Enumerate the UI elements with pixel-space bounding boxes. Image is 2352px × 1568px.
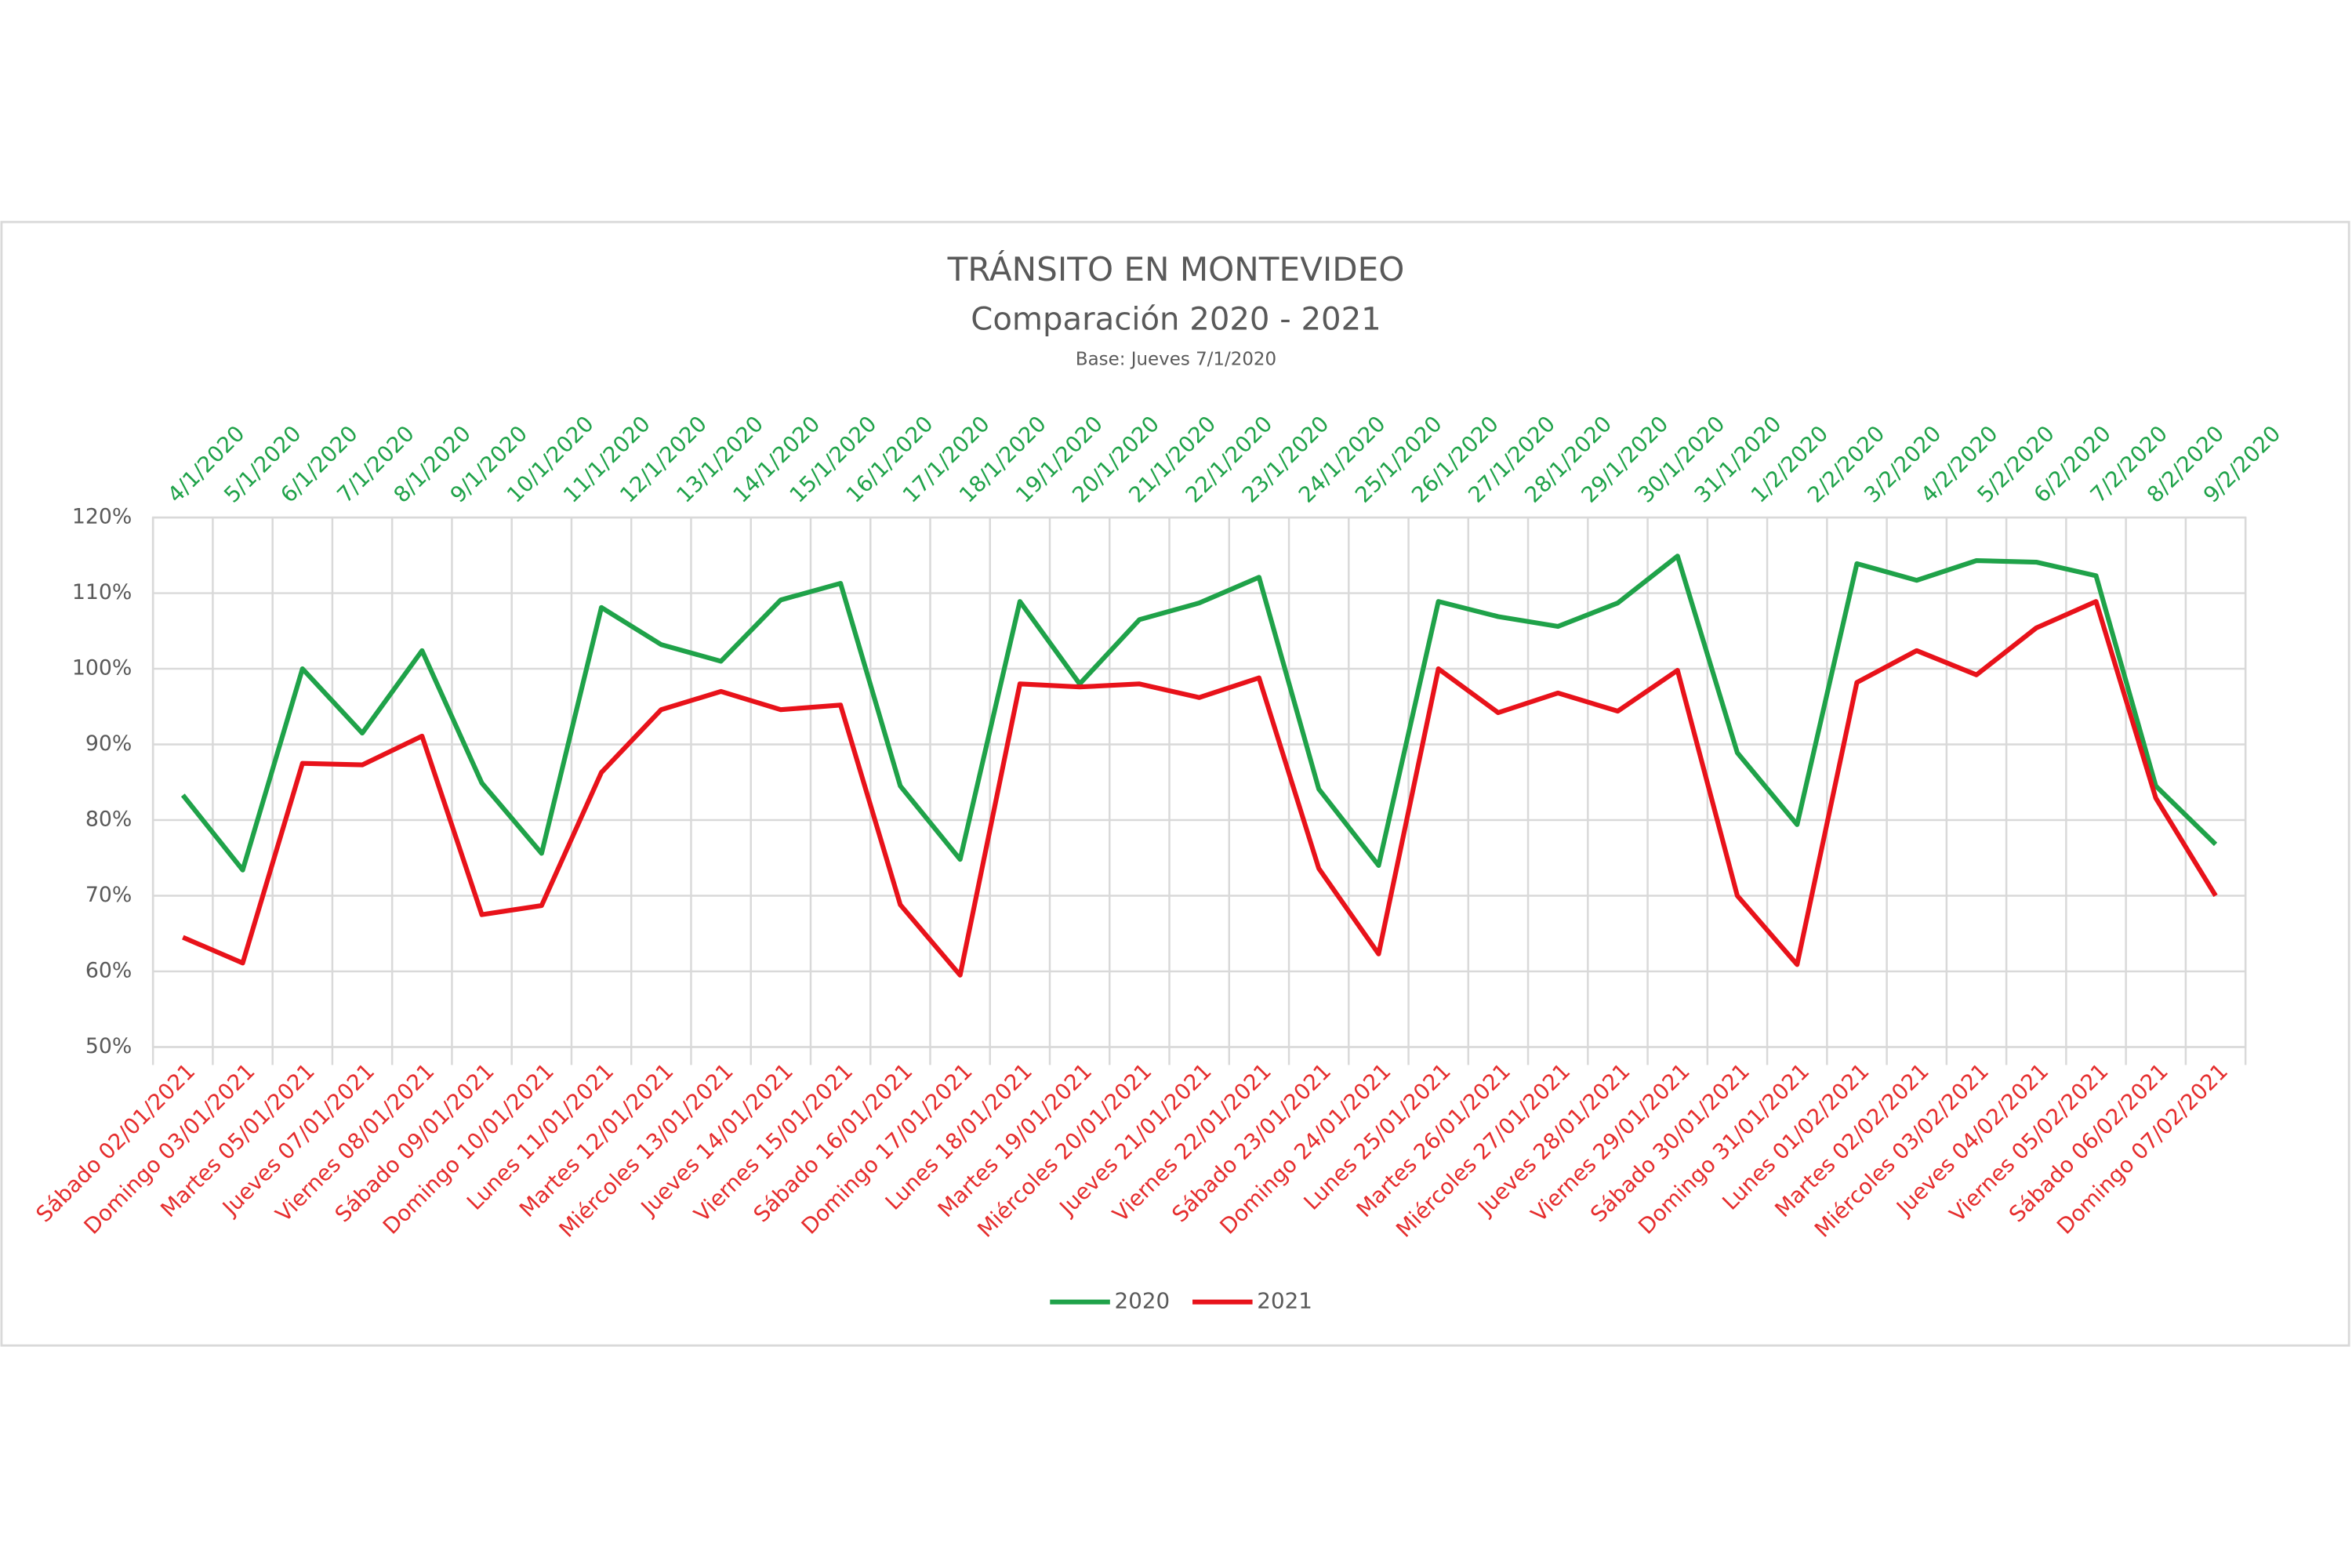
y-tick-label: 90% (85, 731, 132, 756)
chart-title: TRÁNSITO EN MONTEVIDEO (947, 249, 1405, 289)
chart-subtitle: Comparación 2020 - 2021 (971, 301, 1381, 337)
legend-label: 2020 (1115, 1288, 1171, 1314)
series-line (182, 599, 2218, 978)
y-tick-label: 80% (85, 808, 132, 832)
y-tick-label: 120% (72, 505, 132, 529)
y-tick-label: 50% (85, 1034, 132, 1058)
chart-note: Base: Jueves 7/1/2020 (1076, 350, 1276, 370)
y-tick-label: 60% (85, 958, 132, 982)
plot-frame (151, 516, 2247, 1048)
series-line (180, 554, 2218, 873)
y-tick-label: 70% (85, 883, 132, 907)
y-tick-label: 100% (72, 656, 132, 681)
legend-label: 2021 (1257, 1288, 1312, 1314)
y-tick-label: 110% (72, 580, 132, 604)
